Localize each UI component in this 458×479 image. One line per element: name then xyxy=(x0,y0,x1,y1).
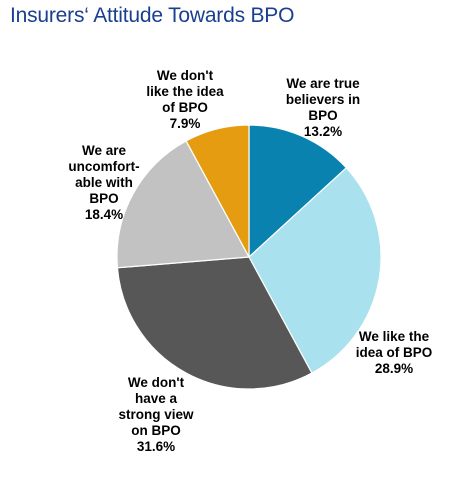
slice-label-line: strong view xyxy=(118,407,194,422)
pie-slice-like-idea xyxy=(248,167,382,374)
slice-label-line: believers in xyxy=(285,92,361,107)
slice-value-label: 13.2% xyxy=(303,124,343,139)
slice-label-line: We like the xyxy=(358,329,430,344)
slice-value-label: 7.9% xyxy=(169,116,201,131)
slice-label-true-believers: We are true believers in BPO 13.2% xyxy=(280,76,366,140)
chart-title: Insurers‘ Attitude Towards BPO xyxy=(10,4,295,27)
pie-slice-true-believers xyxy=(248,124,348,259)
slice-label-line: BPO xyxy=(308,108,338,123)
slice-label-line: We don't xyxy=(156,68,214,83)
slice-label-line: uncomfort- xyxy=(68,159,140,174)
pie-slice-dislike-idea xyxy=(185,124,250,258)
slice-label-line: on BPO xyxy=(131,423,181,438)
slice-value-label: 28.9% xyxy=(374,361,414,376)
slice-value-label: 18.4% xyxy=(84,207,124,222)
slice-label-line: We are true xyxy=(286,76,360,91)
pie-slice-uncomfortable xyxy=(116,140,250,269)
slice-value-label: 31.6% xyxy=(136,439,176,454)
slice-label-line: like the idea xyxy=(146,84,224,99)
slice-label-line: BPO xyxy=(89,191,119,206)
slice-label-line: of BPO xyxy=(162,100,208,115)
slice-label-dislike-idea: We don't like the idea of BPO 7.9% xyxy=(130,68,240,132)
slice-label-line: idea of BPO xyxy=(355,345,433,360)
slice-label-line: able with xyxy=(75,175,133,190)
slice-label-like-idea: We like the idea of BPO 28.9% xyxy=(348,329,440,377)
slice-label-no-strong-view: We don't have a strong view on BPO 31.6% xyxy=(110,375,202,455)
slice-label-line: have a xyxy=(134,391,178,406)
pie-slice-no-strong-view xyxy=(116,256,313,390)
slice-label-uncomfortable: We are uncomfort-able with BPO 18.4% xyxy=(58,143,150,223)
slice-label-line: We are xyxy=(81,143,127,158)
slice-label-line: We don't xyxy=(127,375,185,390)
